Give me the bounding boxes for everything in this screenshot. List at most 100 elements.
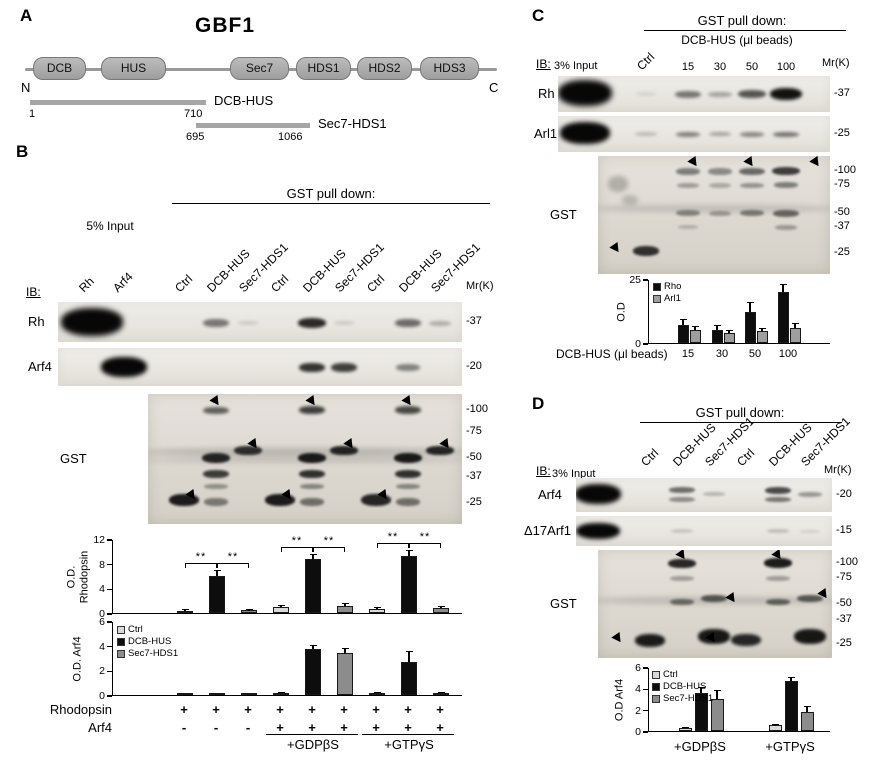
legend-swatch bbox=[653, 294, 661, 303]
y-axis-tick bbox=[107, 621, 112, 623]
bar-sec7-hds1 bbox=[710, 699, 724, 731]
protein-band bbox=[635, 132, 657, 136]
bar-dcb-hus bbox=[305, 558, 321, 613]
protein-band bbox=[678, 225, 698, 229]
protein-band bbox=[633, 246, 659, 256]
y-tick-label: 2 bbox=[99, 665, 105, 678]
error-bar bbox=[758, 327, 766, 332]
legend-label: Arl1 bbox=[664, 293, 681, 304]
protein-band bbox=[676, 167, 700, 175]
y-tick-label: 0 bbox=[635, 338, 641, 350]
protein-band bbox=[798, 491, 822, 497]
protein-band bbox=[426, 445, 454, 455]
error-bar bbox=[341, 647, 349, 654]
molecular-weight-marker: -37 bbox=[466, 470, 482, 482]
error-bar-stem bbox=[344, 604, 346, 606]
error-bar bbox=[771, 723, 779, 726]
mr-label: Mr(K) bbox=[824, 464, 852, 476]
condition-label: +GTPγS bbox=[384, 737, 434, 752]
bar-arl1 bbox=[789, 327, 801, 343]
bar-sec7-hds1 bbox=[433, 608, 449, 613]
protein-band bbox=[740, 210, 764, 216]
membrane bbox=[148, 394, 462, 524]
protein-band bbox=[739, 167, 765, 175]
error-bar bbox=[746, 302, 754, 313]
membrane bbox=[598, 156, 830, 274]
chart-legend: Rho Arl1 bbox=[653, 281, 681, 304]
y-axis-tick bbox=[643, 343, 648, 345]
significance-bracket: ** bbox=[377, 531, 409, 549]
membrane bbox=[576, 516, 832, 546]
fragment-start-residue: 1 bbox=[29, 108, 36, 120]
protein-band bbox=[331, 362, 357, 372]
lane-sign: - bbox=[213, 720, 219, 735]
lane-label: 30 bbox=[713, 61, 727, 73]
legend-label: DCB-HUS bbox=[128, 636, 172, 647]
lane-label: Ctrl bbox=[638, 445, 662, 469]
error-bar-stem bbox=[749, 303, 751, 313]
lane-sign: + bbox=[436, 702, 444, 717]
error-bar bbox=[681, 727, 689, 729]
y-axis-tick bbox=[643, 709, 648, 712]
error-bar bbox=[437, 606, 445, 609]
error-bar-stem bbox=[790, 678, 792, 681]
error-bar-stem bbox=[806, 707, 808, 712]
error-bar-stem bbox=[794, 323, 796, 328]
y-axis-tick bbox=[643, 279, 648, 281]
input-lane-label: 3% Input bbox=[552, 468, 596, 480]
molecular-weight-marker: -100 bbox=[466, 403, 489, 415]
bar-ctrl bbox=[369, 692, 385, 695]
protein-band bbox=[203, 470, 229, 478]
lane-sign: + bbox=[372, 702, 380, 717]
domain-dcb: DCB bbox=[33, 57, 86, 80]
error-bar-stem bbox=[761, 328, 763, 332]
chart-plot: 0 2 4 6 Ctrl DCB-HUS Sec7-HDS1 bbox=[635, 663, 830, 737]
protein-band bbox=[203, 406, 229, 414]
protein-band bbox=[238, 321, 258, 325]
condition-label: +GDPβS bbox=[287, 737, 339, 752]
y-tick-label: 2 bbox=[635, 704, 641, 717]
error-bar bbox=[277, 605, 285, 607]
error-bar bbox=[245, 608, 253, 610]
y-axis-tick bbox=[107, 645, 112, 648]
protein-band bbox=[560, 122, 610, 144]
error-bar bbox=[779, 284, 787, 292]
protein-band bbox=[558, 80, 612, 106]
lane-sign: + bbox=[276, 702, 284, 717]
lane-sign: + bbox=[340, 702, 348, 717]
legend-swatch bbox=[117, 625, 125, 634]
error-bar bbox=[309, 554, 317, 559]
molecular-weight-marker: -50 bbox=[836, 597, 852, 609]
legend-entry: Ctrl bbox=[117, 624, 178, 635]
molecular-weight-marker: -25 bbox=[834, 127, 850, 139]
molecular-weight-marker: -15 bbox=[836, 524, 852, 536]
nucleotide-condition-labels: +GDPβS +GTPγS bbox=[0, 734, 873, 756]
lane-sign: + bbox=[276, 720, 284, 735]
y-axis-tick bbox=[107, 613, 112, 615]
error-bar-stem bbox=[682, 319, 684, 326]
protein-band bbox=[396, 498, 420, 506]
error-bar-stem bbox=[280, 606, 282, 607]
error-bar-stem bbox=[312, 646, 314, 650]
molecular-weight-marker: -25 bbox=[834, 246, 850, 258]
protein-band bbox=[265, 494, 295, 506]
protein-band bbox=[396, 363, 420, 371]
lane-labels: Ctrl 15 30 50 100 bbox=[0, 30, 873, 73]
error-bar-stem bbox=[408, 551, 410, 556]
condition-label: +GTPγS bbox=[765, 739, 815, 754]
panel-tag-c: C bbox=[532, 6, 545, 25]
protein-band bbox=[203, 319, 229, 327]
y-tick-label: 4 bbox=[99, 640, 105, 653]
error-bar bbox=[725, 330, 733, 333]
protein-band bbox=[708, 167, 732, 175]
legend-label: Rho bbox=[664, 281, 682, 292]
protein-band bbox=[731, 634, 761, 646]
bar-ctrl bbox=[768, 725, 782, 731]
membrane bbox=[558, 76, 830, 112]
chart-legend: Ctrl DCB-HUS Sec7-HDS1 bbox=[117, 624, 178, 659]
protein-band bbox=[709, 132, 731, 136]
x-axis-title: DCB-HUS (μl beads) bbox=[556, 347, 668, 361]
bar-rho bbox=[677, 325, 689, 343]
error-bar bbox=[341, 603, 349, 606]
